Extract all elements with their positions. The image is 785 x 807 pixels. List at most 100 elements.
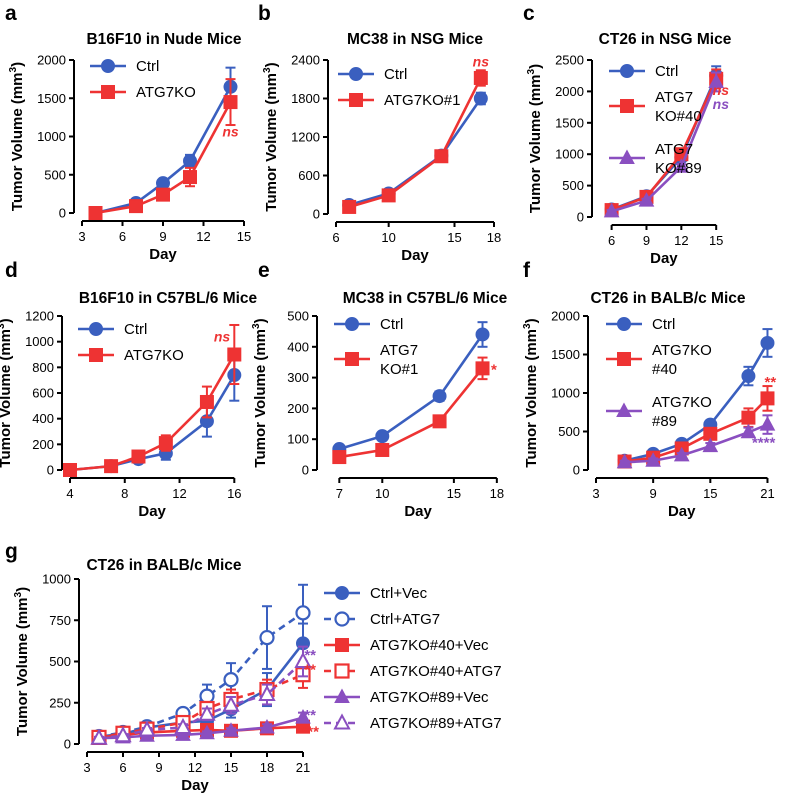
y-tick-label: 0 — [47, 463, 54, 478]
legend-marker — [89, 322, 103, 336]
legend-label: ATG7KO#89+Vec — [370, 689, 489, 706]
data-point — [473, 91, 488, 106]
legend-marker — [617, 352, 631, 366]
y-tick-label: 0 — [573, 463, 580, 478]
legend-label: ATG7KO — [652, 394, 712, 411]
x-tick-label: 18 — [260, 760, 274, 775]
legend-item: ATG7KO#40+Vec — [324, 637, 489, 654]
y-label-superscript: 3 — [522, 323, 533, 329]
y-axis-label: Tumor Volume (mm3) — [8, 62, 26, 211]
legend-marker — [101, 85, 115, 99]
significance-label: ns — [214, 329, 231, 345]
y-axis-label: Tumor Volume (mm3) — [251, 318, 269, 467]
x-tick-label: 6 — [119, 229, 126, 244]
significance-label: ns — [713, 96, 730, 112]
y-tick-label: 750 — [49, 613, 71, 628]
y-axis-label: Tumor Volume (mm3) — [262, 62, 280, 211]
legend-marker — [335, 586, 349, 600]
y-label-superscript: 3 — [8, 66, 19, 72]
y-label-main: Tumor Volume (mm — [0, 329, 14, 468]
legend-label: ATG7KO#89+ATG7 — [370, 715, 502, 732]
y-tick-label: 1200 — [291, 130, 320, 145]
y-tick-label: 1000 — [551, 386, 580, 401]
data-point — [740, 423, 757, 439]
panel-g: g CT26 in BALB/c Mice 0 250 500 750 1000 3 6 9 12 1… — [5, 540, 502, 794]
y-tick-label: 500 — [562, 178, 584, 193]
x-tick-label: 3 — [78, 229, 85, 244]
y-tick-label: 400 — [287, 339, 309, 354]
x-tick-label: 6 — [119, 760, 126, 775]
legend-label: ATG7KO#1 — [384, 92, 460, 109]
legend-label: ATG7KO — [124, 347, 184, 364]
y-tick-label: 0 — [64, 737, 71, 752]
series-1 — [342, 69, 488, 214]
legend-marker — [345, 317, 359, 331]
legend-item: ATG7KO#40+ATG7 — [324, 663, 502, 680]
y-label-main: Tumor Volume (mm — [9, 72, 26, 211]
data-point — [131, 449, 146, 464]
legend-item: Ctrl — [606, 316, 675, 333]
series-line — [69, 353, 236, 472]
x-tick-label: 15 — [447, 230, 461, 245]
x-tick-label: 6 — [608, 233, 615, 248]
x-tick-label: 15 — [703, 486, 717, 501]
legend-item: ATG7KO #89 — [606, 394, 712, 430]
x-axis-label: Day — [650, 250, 678, 267]
y-label-superscript: 3 — [0, 323, 7, 329]
legend-item: ATG7KO#1 — [334, 342, 418, 378]
legend-marker — [617, 317, 631, 331]
y-label-superscript: 3 — [262, 67, 273, 73]
y-tick-label: 1500 — [551, 347, 580, 362]
x-tick-label: 15 — [224, 760, 238, 775]
legend-marker — [616, 402, 632, 417]
data-point — [88, 206, 103, 220]
y-tick-label: 500 — [49, 654, 71, 669]
legend-marker — [335, 638, 349, 652]
series-1 — [63, 323, 242, 477]
legend-item: ATG7KO — [78, 347, 184, 364]
series-1 — [88, 78, 238, 220]
legend-item: ATG7KO#1 — [338, 92, 460, 109]
legend-marker — [101, 59, 115, 73]
series-line — [348, 77, 482, 209]
legend-label: Ctrl+Vec — [370, 585, 428, 602]
data-point — [295, 709, 311, 724]
significance-label: * — [491, 362, 497, 379]
data-point — [114, 726, 132, 743]
y-axis-label: Tumor Volume (mm3) — [13, 587, 31, 736]
x-axis-label: Day — [668, 503, 696, 520]
y-label-main: Tumor Volume (mm — [523, 329, 540, 468]
data-point — [258, 684, 276, 701]
data-point — [223, 95, 238, 110]
data-point — [638, 192, 655, 207]
data-point — [759, 416, 776, 431]
legend-item: Ctrl+ATG7 — [324, 611, 440, 628]
significance-label: ** — [304, 662, 316, 679]
x-tick-label: 21 — [296, 760, 310, 775]
y-tick-label: 200 — [32, 437, 54, 452]
y-label-end: ) — [252, 318, 269, 323]
data-point — [223, 672, 239, 688]
y-tick-label: 100 — [287, 432, 309, 447]
y-tick-label: 500 — [44, 167, 66, 182]
y-axis-label: Tumor Volume (mm3) — [526, 64, 544, 213]
x-tick-label: 9 — [155, 760, 162, 775]
y-tick-label: 1000 — [42, 572, 71, 587]
y-tick-label: 0 — [313, 207, 320, 222]
x-tick-label: 12 — [674, 233, 688, 248]
x-tick-label: 12 — [196, 229, 210, 244]
legend-label: ATG7KO — [136, 84, 196, 101]
chart-title: CT26 in BALB/c Mice — [590, 290, 745, 307]
significance-label: ns — [713, 82, 730, 98]
legend-marker — [349, 67, 363, 81]
legend-item: ATG7KO#89+ATG7 — [324, 713, 502, 732]
panel-f: f CT26 in BALB/c Mice 0 500 1000 1500 2000 3 9 15… — [522, 259, 776, 520]
data-point — [222, 695, 240, 712]
y-tick-label: 2000 — [551, 309, 580, 324]
data-point — [375, 429, 390, 444]
data-point — [708, 73, 725, 88]
x-tick-label: 9 — [159, 229, 166, 244]
series-2 — [603, 71, 725, 218]
data-point — [760, 335, 775, 350]
panel-letter: b — [258, 2, 271, 25]
